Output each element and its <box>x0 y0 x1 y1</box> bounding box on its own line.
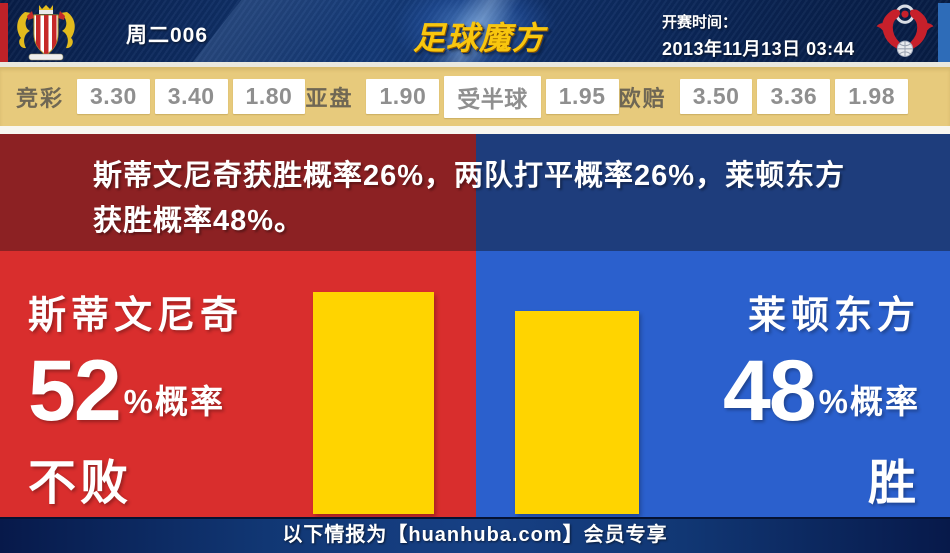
odds-value-box: 1.90 <box>366 79 440 114</box>
separator-line-bottom <box>0 126 950 134</box>
away-probability-bar <box>515 311 639 514</box>
match-number-label: 周二006 <box>126 24 209 47</box>
separator-line-top <box>0 62 950 67</box>
home-percent-value: 52 <box>28 343 122 439</box>
header-right-blue-strip <box>938 3 950 62</box>
kickoff-label: 开赛时间： <box>662 14 738 31</box>
away-summary-band <box>476 134 950 251</box>
home-percent-row: 52 %概率 <box>28 343 243 439</box>
away-team-crest-leyton-orient <box>876 4 934 57</box>
prediction-area: 斯蒂文尼奇获胜概率26%，两队打平概率26%，莱顿东方获胜概率48%。 斯蒂文尼… <box>0 134 950 517</box>
away-percent-value: 48 <box>722 343 817 439</box>
away-percent-row: 48 %概率 <box>722 343 920 439</box>
kickoff-datetime: 2013年11月13日 03:44 <box>662 39 855 59</box>
home-team-name: 斯蒂文尼奇 <box>28 295 244 337</box>
away-team-name: 莱顿东方 <box>747 295 920 337</box>
odds-value-box: 1.80 <box>232 79 306 114</box>
footer-member-banner: 以下情报为【huanhuba.com】会员专享 <box>0 517 950 553</box>
home-percent-suffix: %概率 <box>123 383 226 420</box>
odds-value-box: 1.98 <box>835 79 908 114</box>
logo-light-streak <box>350 0 600 62</box>
odds-value-box: 1.95 <box>545 79 619 114</box>
home-team-crest-stevenage <box>17 5 75 61</box>
odds-label-oupei: 欧赔 <box>618 85 667 111</box>
odds-bar: 竞彩 3.30 3.40 1.80 亚盘 1.90 受半球 1.95 欧赔 3.… <box>0 67 950 126</box>
header-left-red-strip <box>0 3 8 62</box>
odds-value-box: 3.36 <box>757 79 831 114</box>
odds-value-box: 3.30 <box>77 79 150 114</box>
odds-label-jingcai: 竞彩 <box>16 85 65 111</box>
kickoff-time-block: 开赛时间： 2013年11月13日 03:44 <box>662 11 855 61</box>
home-probability-bar <box>313 292 434 514</box>
odds-value-box: 3.40 <box>154 79 228 114</box>
away-percent-suffix: %概率 <box>818 383 920 420</box>
home-team-block: 斯蒂文尼奇 52 %概率 不败 <box>28 284 243 513</box>
odds-value-box: 3.50 <box>679 79 753 114</box>
home-summary-band <box>0 134 476 251</box>
header-bar: 周二006 足球魔方 开赛时间： 2013年11月13日 03:44 <box>0 0 950 62</box>
logo-glow <box>395 0 555 62</box>
odds-group-jingcai: 竞彩 3.30 3.40 1.80 <box>16 79 306 114</box>
probability-summary-text: 斯蒂文尼奇获胜概率26%，两队打平概率26%，莱顿东方获胜概率48%。 <box>93 160 846 237</box>
odds-group-oupei: 欧赔 3.50 3.36 1.98 <box>619 79 908 114</box>
odds-label-yapan: 亚盘 <box>305 85 354 111</box>
site-logo: 足球魔方 <box>412 20 545 56</box>
odds-handicap-box: 受半球 <box>444 75 541 118</box>
odds-group-yapan: 亚盘 1.90 受半球 1.95 <box>305 75 619 118</box>
home-outcome-label: 不败 <box>28 457 133 510</box>
away-outcome-label: 胜 <box>867 457 920 510</box>
away-team-block: 莱顿东方 48 %概率 胜 <box>723 284 920 513</box>
